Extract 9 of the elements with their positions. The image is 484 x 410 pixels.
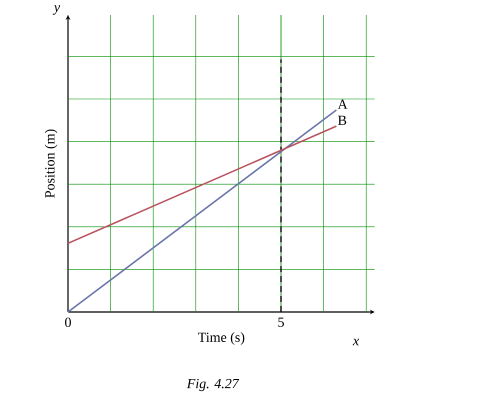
x-tick-label: 0	[65, 318, 71, 328]
x-axis-title: Time (s)	[198, 332, 244, 345]
text: y	[52, 5, 60, 15]
series-label: B	[338, 116, 346, 125]
text: Fig. 4.27	[186, 378, 240, 392]
text: x	[352, 338, 360, 346]
y-axis-title: Position (m)	[44, 129, 58, 198]
x-tick-label: 5	[278, 318, 284, 327]
series-label: A	[338, 100, 348, 109]
